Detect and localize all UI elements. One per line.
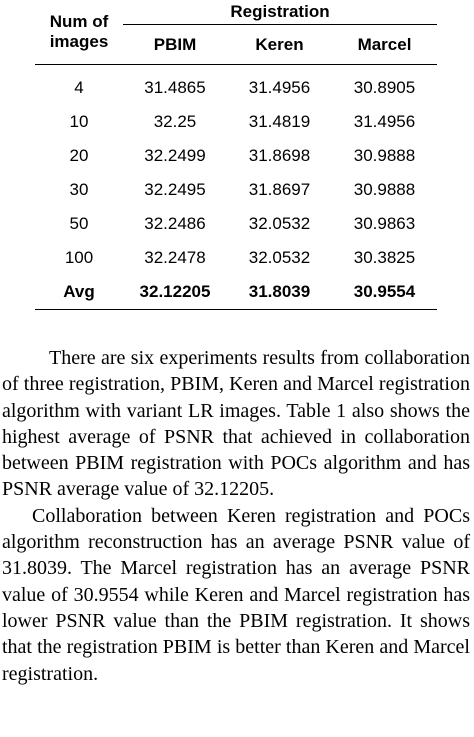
cell-keren: 31.8698	[248, 146, 311, 165]
table-row: 50 32.2486 32.0532 30.9863	[35, 207, 437, 241]
paragraph-2: Collaboration between Keren registration…	[2, 504, 470, 685]
cell-marcel: 30.9888	[353, 146, 416, 165]
header-method-pbim: PBIM	[123, 24, 227, 65]
paragraph-1: There are six experiments results from c…	[2, 347, 470, 501]
table-row: 100 32.2478 32.0532 30.3825	[35, 241, 437, 275]
cell-images: 50	[69, 214, 89, 233]
cell-avg-pbim: 32.12205	[123, 275, 227, 310]
cell-images: 20	[69, 146, 89, 165]
body-text: There are six experiments results from c…	[2, 345, 470, 687]
cell-pbim: 32.25	[153, 112, 197, 131]
psnr-results-table: Num of images Registration PBIM Keren Ma…	[35, 0, 437, 310]
header-method-keren: Keren	[227, 24, 332, 65]
cell-images: 4	[74, 78, 84, 97]
cell-images: 30	[69, 180, 89, 199]
cell-avg-marcel: 30.9554	[332, 275, 437, 310]
table-row-average: Avg 32.12205 31.8039 30.9554	[35, 275, 437, 310]
table-row: 10 32.25 31.4819 31.4956	[35, 105, 437, 139]
cell-keren: 31.4819	[248, 112, 311, 131]
cell-pbim: 32.2495	[144, 180, 206, 199]
cell-keren: 31.8697	[248, 180, 311, 199]
cell-images: 100	[64, 248, 94, 267]
cell-marcel: 30.8905	[353, 78, 416, 97]
cell-keren: 31.4956	[248, 78, 311, 97]
table-row: 20 32.2499 31.8698 30.9888	[35, 139, 437, 173]
cell-pbim: 32.2478	[144, 248, 206, 267]
cell-marcel: 30.9888	[353, 180, 416, 199]
table-row: 4 31.4865 31.4956 30.8905	[35, 65, 437, 106]
cell-pbim: 32.2499	[144, 146, 206, 165]
cell-avg-keren: 31.8039	[227, 275, 332, 310]
cell-keren: 32.0532	[248, 214, 311, 233]
cell-keren: 32.0532	[248, 248, 311, 267]
cell-marcel: 30.9863	[353, 214, 416, 233]
cell-pbim: 31.4865	[144, 78, 206, 97]
cell-avg-label: Avg	[35, 275, 123, 310]
cell-marcel: 30.3825	[353, 248, 416, 267]
header-registration: Registration	[123, 0, 437, 25]
cell-pbim: 32.2486	[144, 214, 206, 233]
results-table-container: Num of images Registration PBIM Keren Ma…	[35, 0, 437, 310]
cell-marcel: 31.4956	[353, 112, 416, 131]
table-row: 30 32.2495 31.8697 30.9888	[35, 173, 437, 207]
header-num-images: Num of images	[35, 0, 123, 65]
header-method-marcel: Marcel	[332, 24, 437, 65]
cell-images: 10	[69, 112, 89, 131]
